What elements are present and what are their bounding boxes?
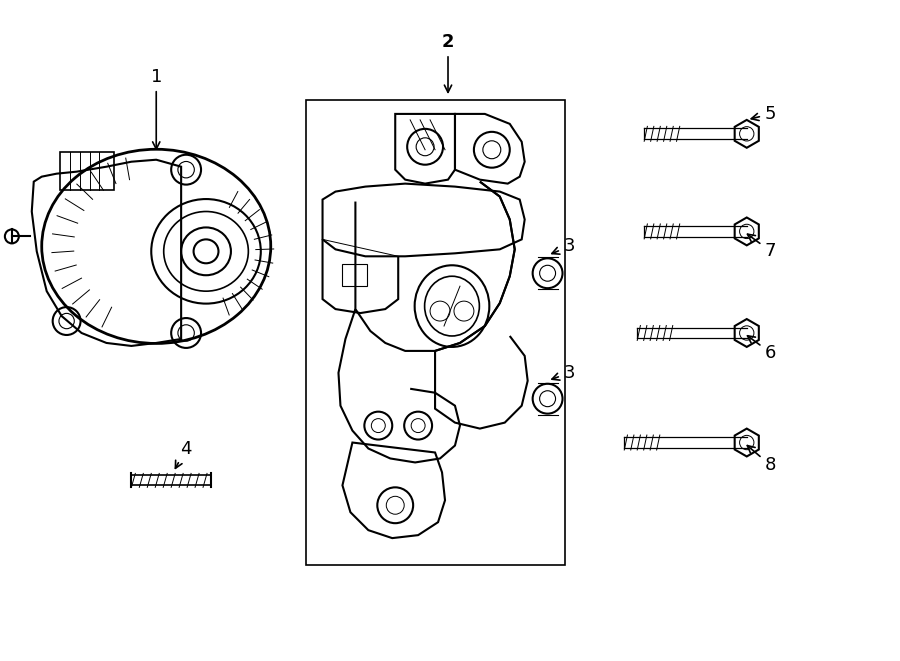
Text: 2: 2 [442,33,454,93]
Text: 7: 7 [748,234,777,260]
Text: 4: 4 [176,440,192,469]
Text: 5: 5 [752,105,777,123]
Bar [343,264,367,286]
Bar [306,100,564,565]
Text: 6: 6 [748,336,777,362]
Text: 3: 3 [552,364,575,382]
Bar [59,152,114,190]
Text: 3: 3 [552,237,575,255]
Text: 8: 8 [747,446,777,475]
Text: 1: 1 [150,68,162,149]
